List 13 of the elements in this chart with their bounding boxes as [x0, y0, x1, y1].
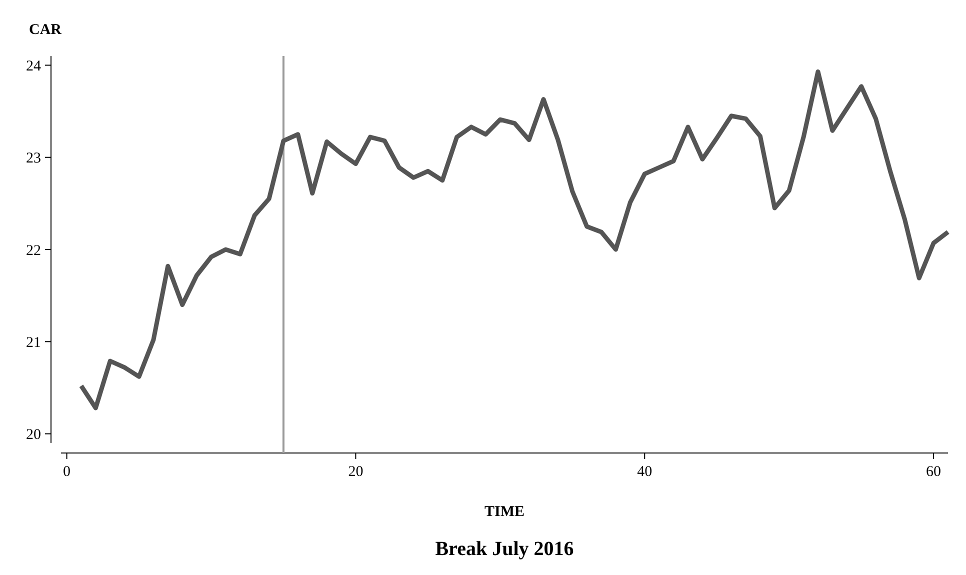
- y-tick-label: 22: [26, 242, 41, 259]
- x-tick-label: 40: [637, 464, 652, 480]
- line-series: [78, 69, 950, 410]
- y-tick-label: 21: [26, 334, 41, 351]
- text: Break July 2016: [435, 538, 574, 560]
- x-tick-label: 0: [63, 464, 71, 480]
- x-tick-label: 20: [348, 464, 364, 480]
- x-tick-label: 60: [926, 464, 942, 480]
- y-tick-label: 23: [26, 150, 41, 167]
- y-axis-title: CAR: [29, 22, 62, 38]
- y-tick-label: 20: [26, 427, 41, 444]
- y-tick-label: 24: [26, 58, 42, 74]
- x-axis-title: TIME: [484, 504, 525, 520]
